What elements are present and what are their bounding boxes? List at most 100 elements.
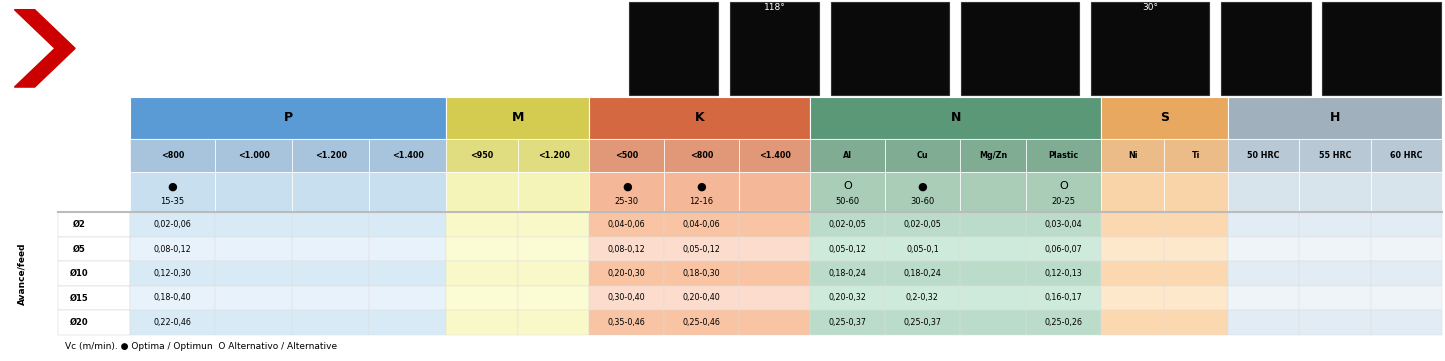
FancyBboxPatch shape [1165, 310, 1228, 335]
Text: Ø15: Ø15 [69, 293, 88, 303]
Text: 0,08-0,12: 0,08-0,12 [608, 244, 646, 253]
FancyBboxPatch shape [447, 97, 590, 139]
Text: <950: <950 [471, 151, 494, 160]
Text: O: O [844, 182, 853, 191]
Text: 55 HRC: 55 HRC [1319, 151, 1351, 160]
Polygon shape [14, 10, 75, 87]
FancyBboxPatch shape [292, 237, 370, 261]
FancyBboxPatch shape [831, 2, 949, 95]
FancyBboxPatch shape [447, 286, 517, 310]
FancyBboxPatch shape [1322, 2, 1441, 95]
FancyBboxPatch shape [130, 212, 215, 237]
Text: 50 HRC: 50 HRC [1247, 151, 1280, 160]
Text: 0,2-0,32: 0,2-0,32 [906, 293, 939, 303]
FancyBboxPatch shape [1165, 261, 1228, 286]
FancyBboxPatch shape [1299, 286, 1371, 310]
FancyBboxPatch shape [1165, 286, 1228, 310]
Text: P: P [283, 111, 293, 124]
FancyBboxPatch shape [517, 212, 590, 237]
Text: 0,05-0,1: 0,05-0,1 [906, 244, 939, 253]
FancyBboxPatch shape [884, 173, 959, 212]
Text: 118°: 118° [763, 3, 786, 12]
Text: 0,02-0,05: 0,02-0,05 [903, 220, 941, 229]
FancyBboxPatch shape [959, 212, 1026, 237]
FancyBboxPatch shape [58, 173, 130, 212]
Text: 0,25-0,46: 0,25-0,46 [682, 318, 721, 327]
Text: 0,12-0,13: 0,12-0,13 [1045, 269, 1082, 278]
Text: <1.200: <1.200 [538, 151, 569, 160]
FancyBboxPatch shape [1101, 237, 1165, 261]
Text: <1.400: <1.400 [759, 151, 790, 160]
Text: ●: ● [621, 182, 631, 191]
FancyBboxPatch shape [292, 173, 370, 212]
FancyBboxPatch shape [447, 237, 517, 261]
Text: 0,03-0,04: 0,03-0,04 [1045, 220, 1082, 229]
FancyBboxPatch shape [959, 310, 1026, 335]
FancyBboxPatch shape [1091, 2, 1209, 95]
Text: <1.000: <1.000 [237, 151, 270, 160]
FancyBboxPatch shape [447, 139, 517, 173]
FancyBboxPatch shape [590, 173, 665, 212]
FancyBboxPatch shape [811, 286, 884, 310]
FancyBboxPatch shape [370, 212, 447, 237]
FancyBboxPatch shape [1165, 139, 1228, 173]
Text: 0,18-0,24: 0,18-0,24 [903, 269, 941, 278]
FancyBboxPatch shape [292, 310, 370, 335]
FancyBboxPatch shape [1101, 310, 1165, 335]
Text: Al: Al [844, 151, 853, 160]
FancyBboxPatch shape [730, 2, 819, 95]
Text: 50-60: 50-60 [835, 197, 860, 206]
FancyBboxPatch shape [130, 310, 215, 335]
Text: 0,18-0,24: 0,18-0,24 [829, 269, 867, 278]
Text: K: K [695, 111, 705, 124]
FancyBboxPatch shape [665, 139, 738, 173]
FancyBboxPatch shape [961, 2, 1079, 95]
FancyBboxPatch shape [1371, 286, 1442, 310]
Text: 0,04-0,06: 0,04-0,06 [682, 220, 720, 229]
FancyBboxPatch shape [517, 310, 590, 335]
FancyBboxPatch shape [58, 212, 130, 237]
Text: 20-25: 20-25 [1052, 197, 1075, 206]
FancyBboxPatch shape [292, 139, 370, 173]
Text: 0,12-0,30: 0,12-0,30 [153, 269, 191, 278]
FancyBboxPatch shape [215, 212, 292, 237]
Text: 0,35-0,46: 0,35-0,46 [608, 318, 646, 327]
FancyBboxPatch shape [1228, 97, 1442, 139]
FancyBboxPatch shape [811, 97, 1101, 139]
Text: 12-16: 12-16 [689, 197, 714, 206]
FancyBboxPatch shape [738, 212, 811, 237]
FancyBboxPatch shape [811, 212, 884, 237]
FancyBboxPatch shape [58, 310, 130, 335]
FancyBboxPatch shape [884, 310, 959, 335]
FancyBboxPatch shape [959, 261, 1026, 286]
Text: S: S [1160, 111, 1169, 124]
Text: Plastic: Plastic [1049, 151, 1079, 160]
Text: M: M [512, 111, 525, 124]
FancyBboxPatch shape [215, 310, 292, 335]
Text: 0,22-0,46: 0,22-0,46 [153, 318, 191, 327]
FancyBboxPatch shape [130, 173, 215, 212]
FancyBboxPatch shape [629, 2, 718, 95]
Text: <1.400: <1.400 [392, 151, 423, 160]
FancyBboxPatch shape [517, 173, 590, 212]
FancyBboxPatch shape [1101, 261, 1165, 286]
Text: 0,08-0,12: 0,08-0,12 [153, 244, 191, 253]
Text: 0,25-0,37: 0,25-0,37 [903, 318, 941, 327]
Text: <1.200: <1.200 [315, 151, 347, 160]
FancyBboxPatch shape [1228, 173, 1299, 212]
FancyBboxPatch shape [58, 237, 130, 261]
Text: 0,05-0,12: 0,05-0,12 [829, 244, 867, 253]
FancyBboxPatch shape [292, 286, 370, 310]
Text: Ø2: Ø2 [72, 220, 85, 229]
Text: 0,02-0,06: 0,02-0,06 [153, 220, 191, 229]
FancyBboxPatch shape [811, 237, 884, 261]
FancyBboxPatch shape [665, 310, 738, 335]
FancyBboxPatch shape [884, 261, 959, 286]
FancyBboxPatch shape [590, 261, 665, 286]
Text: 0,20-0,30: 0,20-0,30 [608, 269, 646, 278]
Text: ●: ● [168, 182, 178, 191]
FancyBboxPatch shape [738, 173, 811, 212]
Text: 0,20-0,40: 0,20-0,40 [682, 293, 721, 303]
FancyBboxPatch shape [811, 173, 884, 212]
FancyBboxPatch shape [58, 261, 130, 286]
